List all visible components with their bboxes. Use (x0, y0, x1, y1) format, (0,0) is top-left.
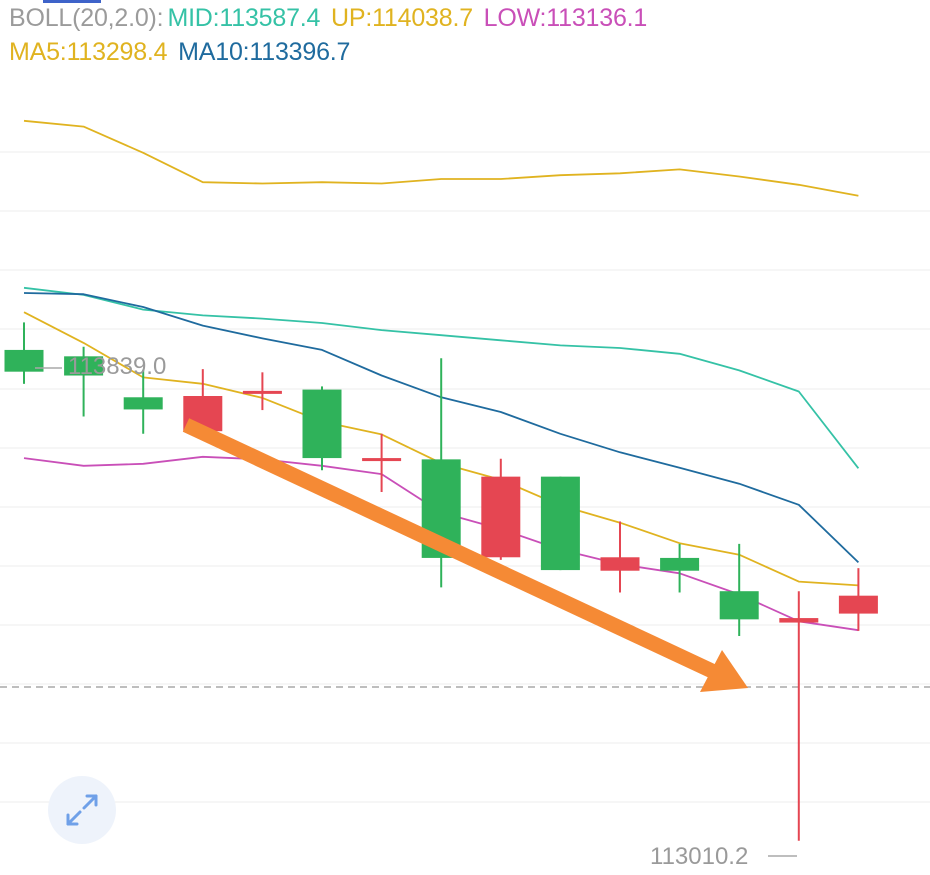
legend-ma5: MA5:113298.4 (9, 38, 168, 66)
legend-up: UP:114038.7 (331, 4, 473, 32)
legend-row-ma: MA5:113298.4 MA10:113396.7 (9, 38, 354, 67)
candle-0 (4, 322, 44, 384)
legend-low-value: 113136.1 (546, 4, 648, 32)
legend-ma5-value: 113298.4 (66, 38, 168, 66)
candle-body-9 (540, 476, 580, 571)
candle-body-5 (302, 389, 342, 459)
candle-body-0 (4, 349, 44, 372)
chart-grid (0, 151, 930, 803)
candle-body-4 (242, 390, 282, 394)
candle-body-2 (123, 397, 163, 410)
candle-12 (719, 543, 759, 636)
legend-mid-value: 113587.4 (219, 4, 321, 32)
legend-ma10-value: 113396.7 (249, 38, 351, 66)
trend-arrow-shaft (182, 418, 716, 678)
candle-body-1 (64, 356, 104, 376)
candle-9 (540, 476, 580, 571)
candle-11 (660, 543, 700, 593)
candle-6 (362, 433, 402, 492)
min-price-label: 113010.2 (650, 843, 749, 870)
expand-chart-button[interactable] (48, 776, 116, 844)
candle-body-6 (362, 458, 402, 462)
legend-mid-label: MID: (167, 4, 220, 32)
legend-up-value: 114038.7 (372, 4, 473, 32)
candle-body-8 (481, 476, 521, 558)
price-marker-lines (35, 367, 797, 857)
candle-5 (302, 386, 342, 471)
candle-4 (242, 372, 282, 411)
line-mid (23, 286, 860, 469)
candle-8 (481, 458, 521, 560)
legend-low: LOW:113136.1 (483, 4, 648, 32)
legend-row-boll: BOLL(20,2.0): MID:113587.4 UP:114038.7 LO… (9, 4, 651, 33)
max-price-label: 113839.0 (68, 353, 167, 380)
expand-arrows-icon (66, 794, 98, 826)
candle-13 (779, 591, 819, 841)
trend-arrow (182, 418, 748, 692)
top-tab-indicator (43, 0, 101, 3)
candle-2 (123, 369, 163, 434)
trend-arrow-head (700, 650, 748, 692)
candle-body-13 (779, 618, 819, 623)
legend-low-label: LOW: (483, 4, 547, 32)
legend-mid: MID:113587.4 (167, 4, 320, 32)
candle-body-14 (838, 595, 878, 614)
legend-ma10-label: MA10: (178, 38, 250, 66)
candles (4, 322, 878, 841)
candle-10 (600, 521, 640, 593)
legend-up-label: UP: (331, 4, 373, 32)
candle-body-11 (660, 557, 700, 571)
legend-ma10: MA10:113396.7 (178, 38, 350, 66)
legend-ma5-label: MA5: (9, 38, 67, 66)
candle-1 (64, 346, 104, 417)
candle-body-10 (600, 557, 640, 571)
legend-boll-label: BOLL(20,2.0): (9, 4, 164, 32)
candle-14 (838, 568, 878, 631)
line-up (23, 119, 859, 197)
candle-body-12 (719, 591, 759, 620)
